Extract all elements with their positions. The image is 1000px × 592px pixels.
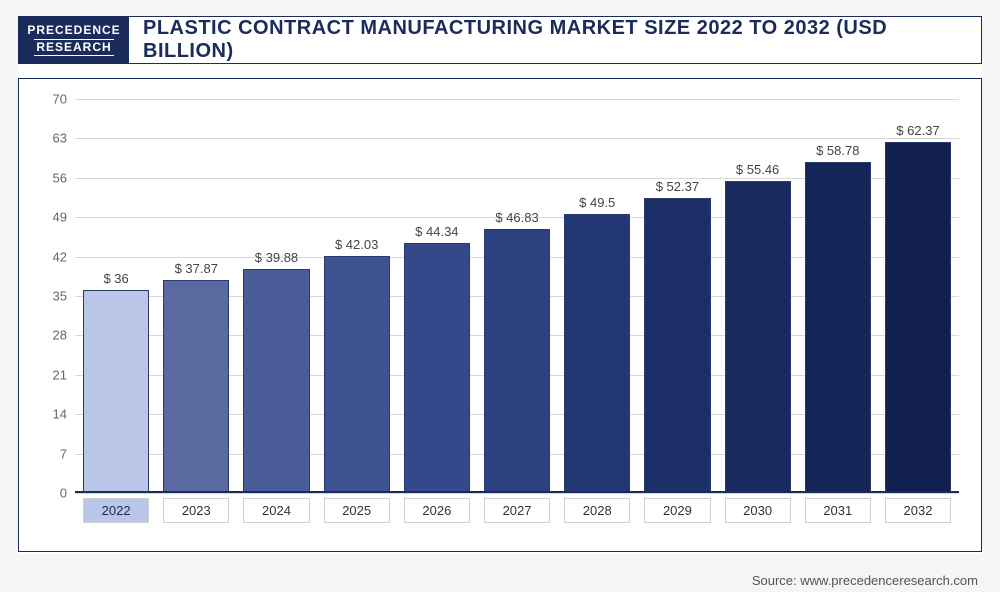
bar [564, 214, 630, 493]
y-tick-label: 0 [37, 486, 67, 501]
bar-slot: $ 49.5 [564, 99, 630, 493]
x-tick-label: 2030 [725, 498, 791, 523]
bar-slot: $ 55.46 [725, 99, 791, 493]
bar-slot: $ 58.78 [805, 99, 871, 493]
bar-value-label: $ 46.83 [495, 210, 538, 225]
bar-slot: $ 44.34 [404, 99, 470, 493]
logo-line2: RESEARCH [34, 39, 113, 56]
y-tick-label: 21 [37, 367, 67, 382]
x-tick-label: 2029 [644, 498, 710, 523]
chart-frame: 07142128354249566370 $ 36$ 37.87$ 39.88$… [18, 78, 982, 552]
bar-value-label: $ 49.5 [579, 195, 615, 210]
bar [324, 256, 390, 493]
grid-line [75, 493, 959, 494]
x-tick-label: 2025 [324, 498, 390, 523]
x-tick-label: 2031 [805, 498, 871, 523]
bar-value-label: $ 39.88 [255, 250, 298, 265]
y-tick-label: 56 [37, 170, 67, 185]
chart-title: PLASTIC CONTRACT MANUFACTURING MARKET SI… [129, 17, 981, 63]
y-tick-label: 14 [37, 407, 67, 422]
bar-slot: $ 52.37 [644, 99, 710, 493]
bar-value-label: $ 37.87 [175, 261, 218, 276]
bar-value-label: $ 52.37 [656, 179, 699, 194]
bar [163, 280, 229, 493]
report-card: PRECEDENCE RESEARCH PLASTIC CONTRACT MAN… [18, 16, 982, 554]
y-tick-label: 63 [37, 131, 67, 146]
bar-value-label: $ 44.34 [415, 224, 458, 239]
x-tick-label: 2022 [83, 498, 149, 523]
x-tick-label: 2024 [243, 498, 309, 523]
bar [885, 142, 951, 493]
bar [243, 269, 309, 493]
bar-slot: $ 37.87 [163, 99, 229, 493]
bar-slot: $ 62.37 [885, 99, 951, 493]
logo-line1: PRECEDENCE [27, 24, 120, 37]
bar-slot: $ 39.88 [243, 99, 309, 493]
x-baseline [75, 491, 959, 493]
y-tick-label: 42 [37, 249, 67, 264]
x-axis: 2022 2023 2024 2025 2026 2027 2028 2029 2030 2031… [75, 498, 959, 523]
bar-value-label: $ 62.37 [896, 123, 939, 138]
y-tick-label: 28 [37, 328, 67, 343]
bar [725, 181, 791, 493]
bar-slot: $ 46.83 [484, 99, 550, 493]
y-tick-label: 49 [37, 210, 67, 225]
bar-value-label: $ 58.78 [816, 143, 859, 158]
plot-area: 07142128354249566370 $ 36$ 37.87$ 39.88$… [75, 99, 959, 493]
bar-value-label: $ 36 [103, 271, 128, 286]
source-attribution: Source: www.precedenceresearch.com [752, 573, 978, 588]
bar [644, 198, 710, 493]
title-bar: PRECEDENCE RESEARCH PLASTIC CONTRACT MAN… [18, 16, 982, 64]
bar [484, 229, 550, 493]
bar-slot: $ 36 [83, 99, 149, 493]
bar-slot: $ 42.03 [324, 99, 390, 493]
bar [404, 243, 470, 493]
y-tick-label: 35 [37, 289, 67, 304]
x-tick-label: 2027 [484, 498, 550, 523]
x-tick-label: 2028 [564, 498, 630, 523]
x-tick-label: 2032 [885, 498, 951, 523]
brand-logo: PRECEDENCE RESEARCH [19, 17, 129, 63]
y-tick-label: 70 [37, 92, 67, 107]
bar-value-label: $ 42.03 [335, 237, 378, 252]
bar [83, 290, 149, 493]
x-tick-label: 2026 [404, 498, 470, 523]
y-tick-label: 7 [37, 446, 67, 461]
bars-container: $ 36 $ 37.87 $ 39.88 $ 42.03 $ 44.34 $ 46.83 $… [75, 99, 959, 493]
bar [805, 162, 871, 493]
bar-value-label: $ 55.46 [736, 162, 779, 177]
x-tick-label: 2023 [163, 498, 229, 523]
